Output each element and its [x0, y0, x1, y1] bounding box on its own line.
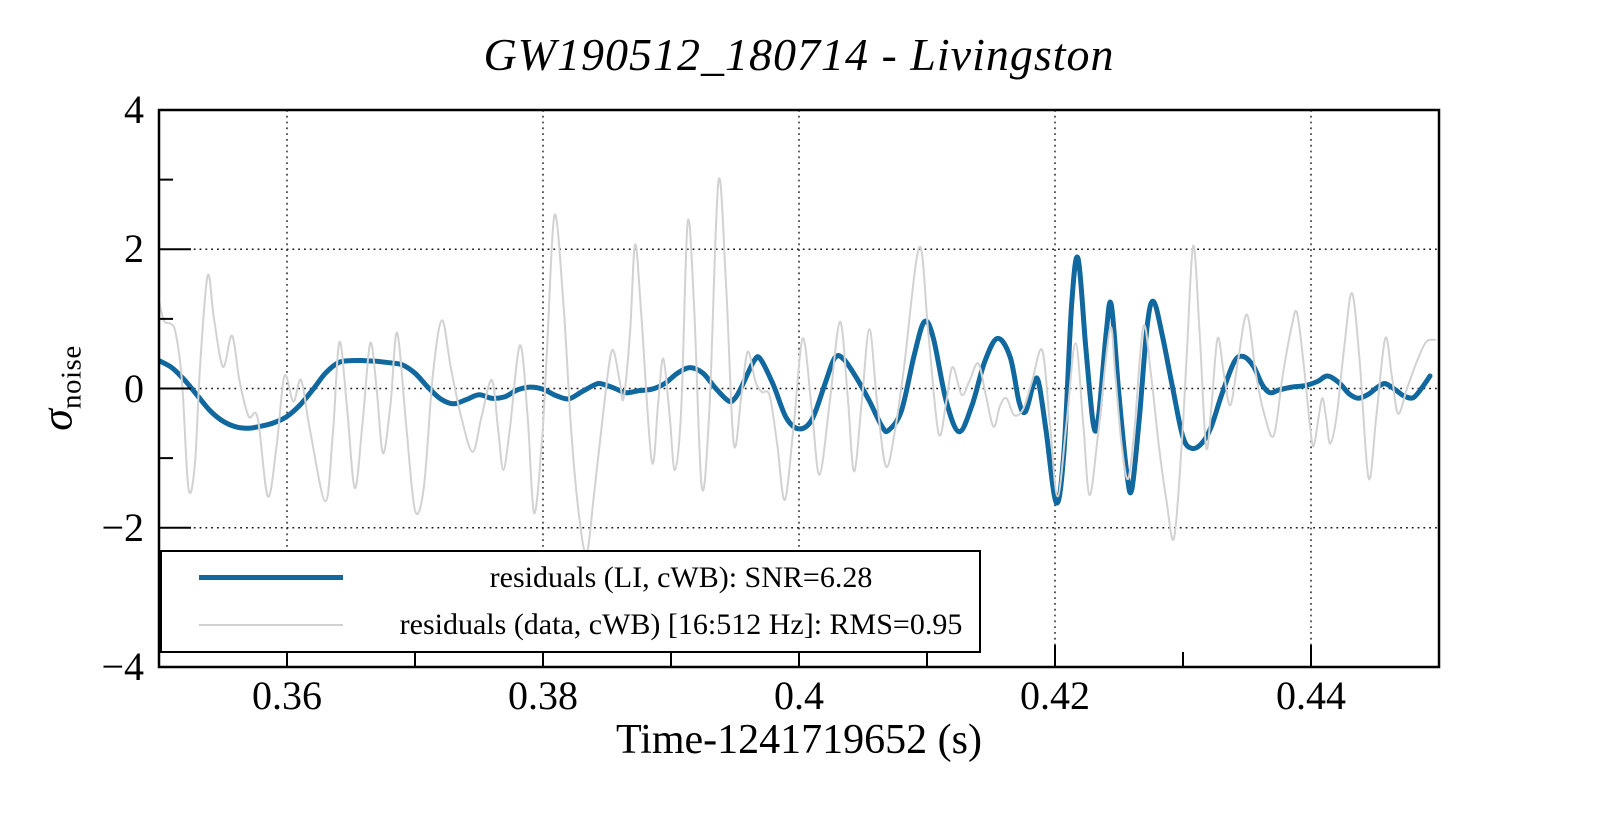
y-tick-label: −2	[101, 504, 144, 550]
legend-entry-data-cwb: residuals (data, cWB) [16:512 Hz]: RMS=0…	[162, 603, 979, 647]
x-tick-label: 0.4	[774, 673, 824, 718]
x-tick-label: 0.44	[1276, 673, 1346, 718]
y-tick-label: 4	[124, 87, 144, 132]
legend-label-data-cwb: residuals (data, cWB) [16:512 Hz]: RMS=0…	[399, 608, 963, 642]
x-tick-label: 0.36	[252, 673, 322, 718]
chart-title: GW190512_180714 - Livingston	[483, 29, 1115, 80]
legend-entry-li-cwb: residuals (LI, cWB): SNR=6.28	[162, 556, 979, 600]
x-axis-label: Time-1241719652 (s)	[616, 717, 982, 763]
series-data-cwb-line	[159, 177, 1437, 555]
legend-label-li-cwb: residuals (LI, cWB): SNR=6.28	[489, 560, 873, 594]
legend-line-sample-blue	[199, 575, 343, 581]
y-tick-label: −4	[101, 644, 144, 689]
series-li-cwb-line	[159, 254, 1433, 506]
x-tick-label: 0.42	[1020, 673, 1090, 718]
legend-line-sample-gray	[199, 624, 343, 627]
legend-line-sample-gray-wrap	[199, 624, 343, 627]
y-tick-label: 2	[124, 226, 144, 272]
y-tick-label: 0	[124, 365, 144, 411]
legend-line-sample-blue-wrap	[199, 575, 343, 581]
legend: residuals (LI, cWB): SNR=6.28 residuals …	[160, 550, 981, 653]
x-tick-label: 0.38	[508, 673, 578, 718]
